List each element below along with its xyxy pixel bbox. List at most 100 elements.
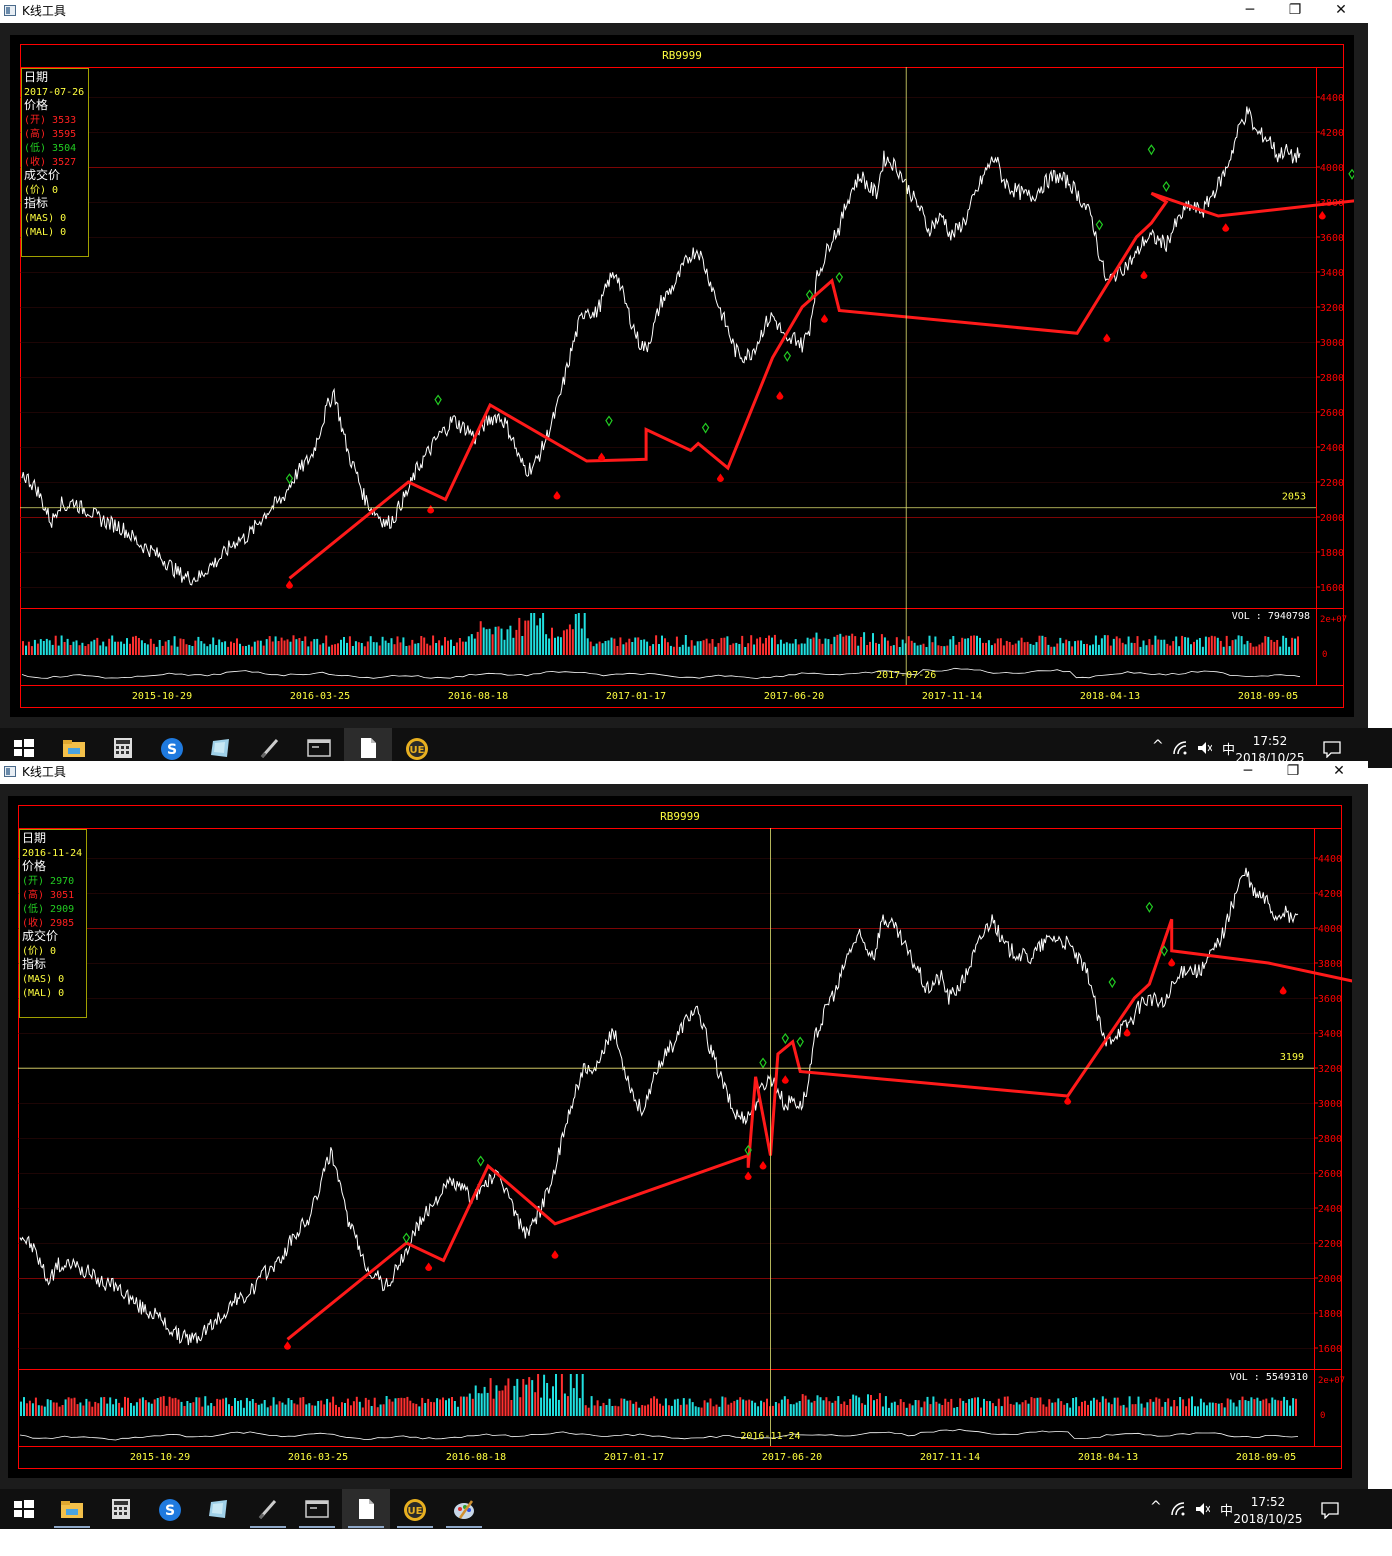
volume-bar	[84, 646, 87, 655]
taskbar-document[interactable]	[342, 1489, 390, 1529]
volume-bar	[197, 636, 200, 655]
volume-label: VOL : 5549310	[1230, 1372, 1308, 1383]
volume-bar	[188, 645, 191, 655]
volume-bar	[1252, 646, 1255, 655]
tray-expand-icon[interactable]: ^	[1150, 1499, 1162, 1515]
volume-bar	[42, 641, 45, 655]
volume-bar	[423, 637, 426, 655]
volume-bar	[66, 638, 69, 655]
volume-bar	[1118, 638, 1121, 655]
volume-bar	[317, 1401, 320, 1416]
volume-bar	[1121, 642, 1124, 655]
volume-bar	[159, 1396, 162, 1416]
volume-bar	[1185, 1406, 1188, 1416]
volume-bar	[414, 643, 417, 655]
minimize-button[interactable]: ─	[1245, 2, 1255, 18]
taskbar-ultraedit[interactable]: UE	[393, 728, 441, 768]
price-tick-label: 1800	[1320, 548, 1344, 559]
taskbar-pen[interactable]	[244, 1489, 292, 1529]
volume-muted-icon[interactable]	[1196, 740, 1212, 756]
document-icon	[359, 1499, 374, 1519]
calculator-icon	[114, 738, 132, 758]
taskbar-sogou[interactable]: S	[146, 1489, 194, 1529]
volume-bar	[1246, 640, 1249, 655]
volume-bar	[946, 645, 949, 655]
maximize-button[interactable]: ❐	[1286, 763, 1300, 779]
trough-marker	[598, 452, 606, 462]
kline-chart[interactable]: RB99994400420040003800360034003200300028…	[10, 35, 1354, 717]
taskbar-calculator[interactable]	[97, 1489, 145, 1529]
folder-icon	[61, 1501, 83, 1518]
taskbar-pen[interactable]	[246, 728, 294, 768]
volume-bar	[563, 1393, 566, 1416]
terminal-icon	[307, 739, 331, 757]
volume-bar	[468, 1393, 471, 1416]
volume-bar	[691, 1402, 694, 1416]
volume-bar	[849, 1399, 852, 1416]
volume-bar	[949, 639, 952, 655]
volume-bar	[1041, 635, 1044, 655]
taskbar-app-glass[interactable]	[195, 1489, 243, 1529]
volume-bar	[667, 1405, 670, 1416]
volume-muted-icon[interactable]	[1194, 1501, 1210, 1517]
taskbar-terminal[interactable]	[293, 1489, 341, 1529]
volume-bar	[803, 643, 806, 655]
volume-bar	[1267, 636, 1270, 655]
volume-bar	[883, 637, 886, 655]
price-tick-label: 3600	[1318, 994, 1342, 1005]
volume-bar	[37, 1405, 40, 1416]
price-tick-label: 2800	[1320, 373, 1344, 384]
close-button[interactable]: ✕	[1335, 2, 1347, 18]
svg-text:S: S	[167, 742, 177, 758]
minimize-button[interactable]: ─	[1243, 763, 1253, 779]
volume-bar	[670, 1405, 673, 1416]
volume-bar	[1211, 1402, 1214, 1416]
notification-center-icon[interactable]	[1322, 740, 1342, 758]
volume-bar	[905, 1407, 908, 1416]
close-button[interactable]: ✕	[1333, 763, 1345, 779]
title-bar[interactable]: K线工具 ─ ❐ ✕	[0, 761, 1368, 784]
notification-center-icon[interactable]	[1320, 1501, 1340, 1519]
start-button[interactable]	[0, 728, 48, 768]
volume-bar	[650, 1398, 653, 1416]
taskbar-calculator[interactable]	[99, 728, 147, 768]
title-bar[interactable]: K线工具 ─ ❐ ✕	[0, 0, 1368, 23]
volume-bar	[143, 643, 146, 655]
peak-marker	[1147, 144, 1156, 156]
taskbar-app-glass[interactable]	[197, 728, 245, 768]
volume-bar	[1092, 644, 1094, 655]
ime-indicator[interactable]: 中	[1222, 743, 1236, 758]
paint-palette-icon	[454, 1500, 474, 1519]
volume-bar	[241, 646, 244, 655]
volume-bar	[1039, 1397, 1042, 1416]
volume-bar	[845, 635, 848, 655]
maximize-button[interactable]: ❐	[1288, 2, 1302, 18]
volume-bar	[132, 636, 134, 655]
ime-indicator[interactable]: 中	[1220, 1504, 1234, 1519]
network-icon[interactable]	[1172, 740, 1188, 756]
start-button[interactable]	[0, 1489, 48, 1529]
volume-bar	[20, 1401, 22, 1416]
taskbar-sogou[interactable]: S	[148, 728, 196, 768]
network-icon[interactable]	[1170, 1501, 1186, 1517]
taskbar-terminal[interactable]	[295, 728, 343, 768]
volume-bar	[818, 638, 821, 655]
kline-chart[interactable]: RB99994400420040003800360034003200300028…	[8, 796, 1352, 1478]
trend-line	[288, 191, 1354, 580]
taskbar-explorer[interactable]	[48, 1489, 96, 1529]
clock[interactable]: 17:52 2018/10/25	[1230, 1494, 1306, 1528]
volume-bar	[1163, 639, 1166, 655]
volume-bar	[388, 1399, 391, 1416]
volume-bar	[121, 1407, 124, 1416]
volume-bar	[439, 1399, 442, 1416]
volume-bar	[504, 1385, 507, 1416]
taskbar-paint[interactable]	[440, 1489, 488, 1529]
info-deal-value: (价) 0	[22, 945, 56, 957]
volume-bar	[130, 1403, 132, 1416]
volume-bar	[962, 1400, 965, 1416]
volume-bar	[429, 645, 432, 655]
tray-expand-icon[interactable]: ^	[1152, 738, 1164, 754]
volume-bar	[780, 1399, 783, 1416]
taskbar-ultraedit[interactable]: UE	[391, 1489, 439, 1529]
volume-bar	[714, 646, 717, 655]
